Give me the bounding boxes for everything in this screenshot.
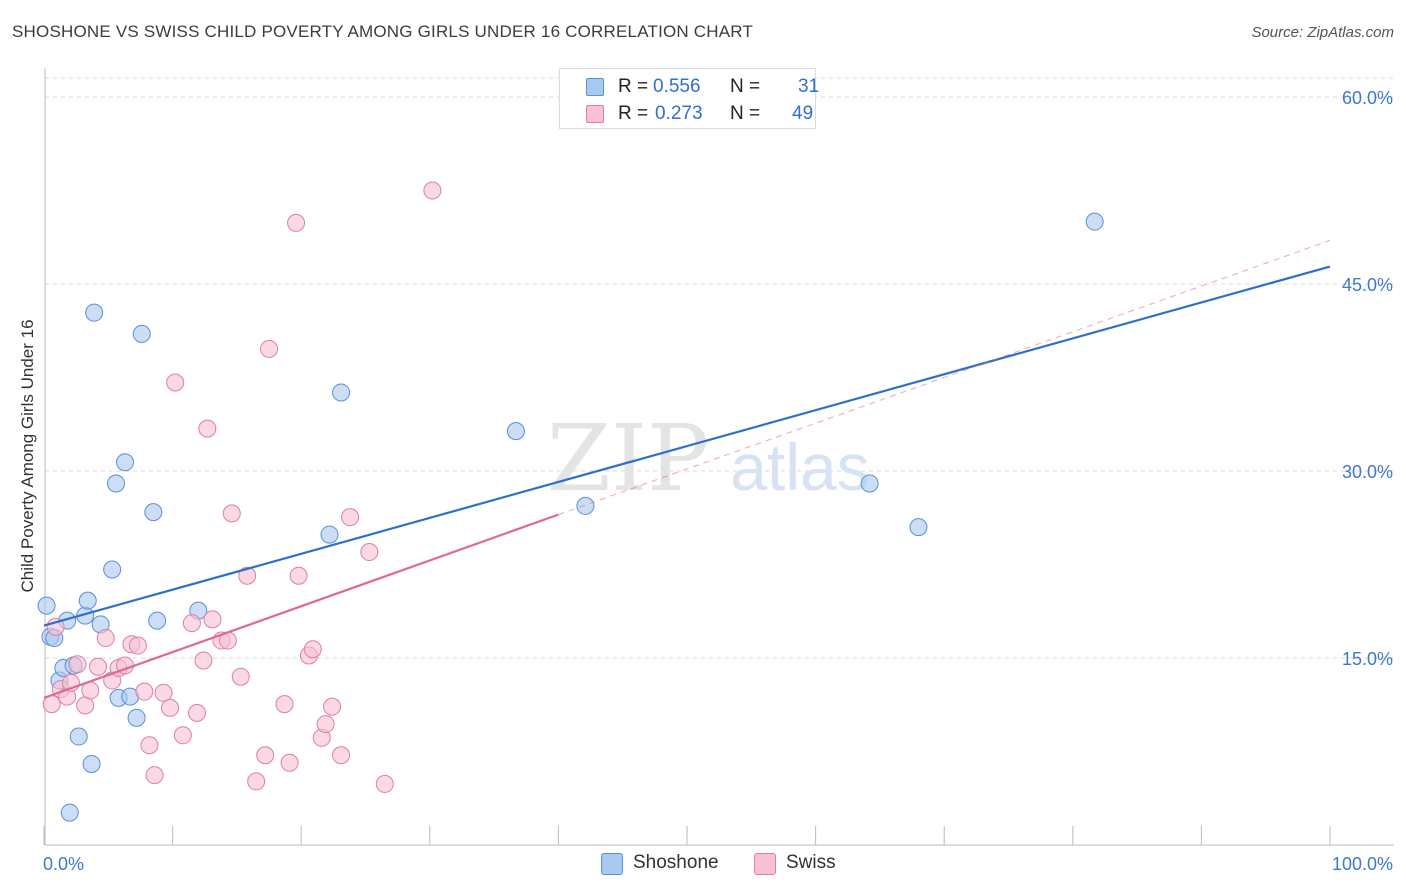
swiss-point xyxy=(194,651,213,670)
shoshone-point xyxy=(85,303,104,322)
shoshone-point xyxy=(1085,212,1104,231)
swiss-point xyxy=(287,213,306,232)
source-label: Source: ZipAtlas.com xyxy=(1251,24,1394,41)
legend-n-value: 31 xyxy=(798,76,820,97)
swiss-point xyxy=(280,753,299,772)
swiss-trendline xyxy=(43,513,559,699)
swiss-point xyxy=(145,766,164,785)
swiss-point xyxy=(222,504,241,523)
bottom-legend-label: Shoshone xyxy=(633,852,719,873)
swiss-point xyxy=(238,566,257,585)
shoshone-trendline xyxy=(43,265,1331,627)
bottom-legend-label: Swiss xyxy=(786,852,836,873)
shoshone-point xyxy=(103,560,122,579)
shoshone-point xyxy=(127,708,146,727)
legend-n-label: N = xyxy=(730,76,761,97)
swiss-point xyxy=(198,419,217,438)
swiss-point xyxy=(316,715,335,734)
swiss-point xyxy=(68,655,87,674)
shoshone-point xyxy=(116,453,135,472)
swiss-trendline-extension xyxy=(558,239,1331,516)
bottom-legend-swatch-swiss xyxy=(754,853,776,875)
swiss-point xyxy=(375,774,394,793)
legend-n-label: N = xyxy=(730,103,761,124)
shoshone-point xyxy=(82,754,101,773)
swiss-point xyxy=(231,667,250,686)
swiss-point xyxy=(173,726,192,745)
shoshone-point xyxy=(37,596,56,615)
swiss-point xyxy=(303,640,322,659)
y-tick-label: 15.0% xyxy=(1342,649,1393,669)
shoshone-point xyxy=(148,611,167,630)
swiss-point xyxy=(275,695,294,714)
shoshone-point xyxy=(132,324,151,343)
y-tick-label: 45.0% xyxy=(1342,275,1393,295)
legend-n-value: 49 xyxy=(792,103,814,124)
shoshone-point xyxy=(320,525,339,544)
swiss-point xyxy=(256,746,275,765)
swiss-point xyxy=(323,697,342,716)
swiss-point xyxy=(360,543,379,562)
swiss-point xyxy=(423,181,442,200)
swiss-point xyxy=(332,746,351,765)
shoshone-point xyxy=(909,518,928,537)
watermark-zip: ZIP xyxy=(547,405,709,512)
shoshone-point xyxy=(576,496,595,515)
legend-swatch-swiss xyxy=(586,105,604,123)
swiss-point xyxy=(140,736,159,755)
swiss-point xyxy=(341,508,360,527)
swiss-point xyxy=(135,682,154,701)
swiss-point xyxy=(96,629,115,648)
swiss-point xyxy=(182,614,201,633)
shoshone-point xyxy=(506,422,525,441)
shoshone-point xyxy=(107,474,126,493)
y-axis-label: Child Poverty Among Girls Under 16 xyxy=(18,319,37,592)
watermark-atlas: atlas xyxy=(730,430,869,504)
swiss-point xyxy=(161,698,180,717)
x-tick-label: 100.0% xyxy=(1332,854,1393,874)
shoshone-point xyxy=(144,503,163,522)
shoshone-point xyxy=(860,474,879,493)
legend-r-value: 0.273 xyxy=(655,103,703,124)
y-tick-label: 60.0% xyxy=(1342,88,1393,108)
swiss-point xyxy=(89,657,108,676)
swiss-point xyxy=(188,703,207,722)
bottom-legend-swatch-shoshone xyxy=(601,853,623,875)
swiss-point xyxy=(247,772,266,791)
legend-r-label: R = xyxy=(618,76,649,97)
swiss-point xyxy=(128,636,147,655)
swiss-point xyxy=(76,696,95,715)
chart-title: SHOSHONE VS SWISS CHILD POVERTY AMONG GI… xyxy=(12,22,754,41)
shoshone-point xyxy=(60,803,79,822)
correlation-legend: R = 0.556 N = 31 R = 0.273 N = 49 xyxy=(559,68,820,129)
legend-r-value: 0.556 xyxy=(653,76,701,97)
legend-swatch-shoshone xyxy=(586,78,604,96)
y-tick-label: 30.0% xyxy=(1342,462,1393,482)
shoshone-point xyxy=(332,383,351,402)
swiss-point xyxy=(260,339,279,358)
swiss-point xyxy=(203,610,222,629)
swiss-point xyxy=(289,566,308,585)
legend-r-label: R = xyxy=(618,103,649,124)
x-tick-label: 0.0% xyxy=(43,854,84,874)
swiss-point xyxy=(154,683,173,702)
swiss-point xyxy=(166,373,185,392)
shoshone-point xyxy=(69,727,88,746)
shoshone-point xyxy=(78,591,97,610)
